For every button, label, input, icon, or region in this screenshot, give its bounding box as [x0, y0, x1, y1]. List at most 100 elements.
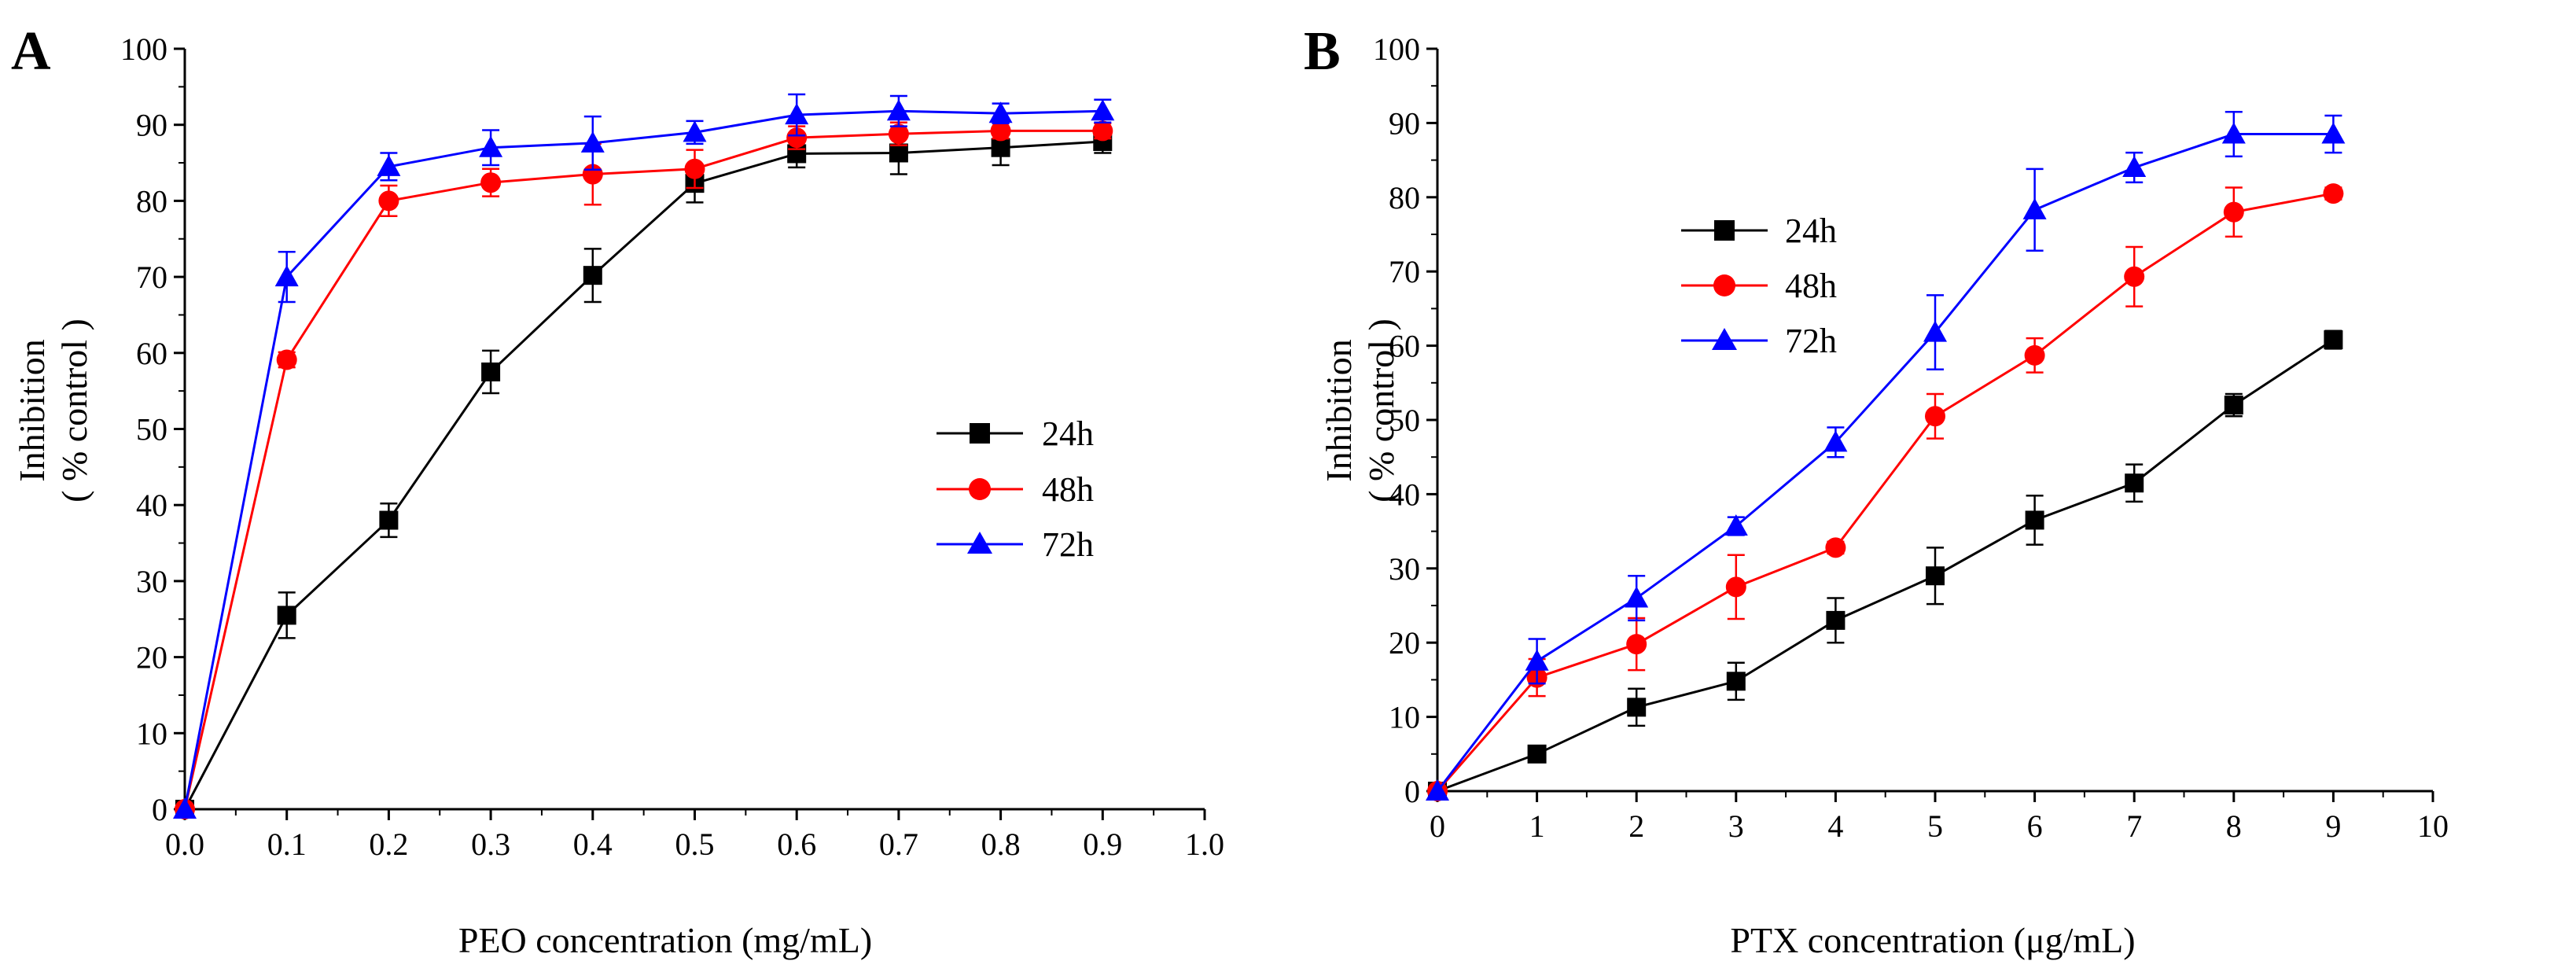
panel-b-series-24h-line — [1437, 338, 2335, 793]
panel-a-y-tick-label: 100 — [120, 31, 167, 67]
panel-b-x-axis-title: PTX concentration (μg/mL) — [1730, 920, 2135, 960]
panel-a-series-24h-point — [583, 266, 602, 285]
panel-b-series-48h-point — [1626, 634, 1647, 655]
legend-b-24h-label: 24h — [1785, 212, 1837, 250]
legend-b-24h-marker — [1714, 220, 1735, 241]
panel-a-series-72h-point — [988, 101, 1013, 123]
panel-a-x-tick-label: 0.8 — [981, 827, 1021, 862]
panel-a-y-tick-label: 60 — [136, 336, 167, 371]
panel-a-series-72h-point — [580, 131, 605, 153]
panel-b-y-tick-label: 30 — [1389, 551, 1420, 587]
legend-a-48h-label: 48h — [1042, 470, 1094, 509]
panel-b-series-72h-point — [1625, 586, 1649, 608]
panel-a-series-72h-point — [377, 154, 401, 176]
panel-a-x-tick-label: 0.7 — [879, 827, 918, 862]
panel-b-series-48h-line — [1436, 192, 2334, 792]
panel-a-y-tick-label: 0 — [152, 792, 167, 827]
panel-a-series-48h-point — [378, 190, 399, 212]
panel-a-series-48h-point — [480, 172, 502, 193]
panel-b-y-tick-label: 40 — [1389, 477, 1420, 512]
panel-b-series-24h-point — [1527, 744, 1547, 764]
panel-a-y-tick-label: 30 — [136, 564, 167, 599]
panel-b-series-72h-point — [1823, 430, 1848, 452]
panel-a-series-24h-point — [277, 606, 296, 625]
panel-b-series-48h-point — [2124, 266, 2145, 287]
panel-a-x-tick-label: 0.0 — [165, 827, 204, 862]
legend-a-72h-marker — [967, 532, 992, 554]
panel-b-y-axis-title: Inhibition — [1319, 339, 1359, 481]
panel-a-x-tick-label: 0.3 — [471, 827, 510, 862]
panel-b-x-tick-label: 4 — [1827, 808, 1843, 844]
panel-b-x-tick-label: 5 — [1927, 808, 1943, 844]
panel-a-x-tick-label: 0.9 — [1083, 827, 1122, 862]
panel-b-series-24h-point — [2224, 396, 2243, 415]
panel-a-y-tick-label: 80 — [136, 183, 167, 219]
panel-b-y-tick-label: 80 — [1389, 180, 1420, 215]
panel-b-series-72h-point — [1426, 779, 1449, 801]
panel-b-x-tick-label: 1 — [1529, 808, 1545, 844]
panel-b-series-72h-line — [1436, 133, 2334, 792]
panel-b-x-tick-label: 9 — [2325, 808, 2341, 844]
panel-a: A 0.0 0.1 0.2 0.3 0.4 0.5 0.6 0.7 0.8 0.9 1.0 0 10 20… — [11, 21, 1224, 960]
panel-b-series-72h-point — [1525, 649, 1549, 671]
panel-a-y-tick-label: 70 — [136, 260, 167, 295]
panel-b-series-48h-point — [2223, 201, 2244, 223]
panel-a-legend: 24h 48h 72h — [937, 414, 1094, 564]
panel-b-series-48h-point — [1725, 576, 1746, 598]
legend-b-48h-label: 48h — [1785, 267, 1837, 305]
panel-a-series-48h-point — [888, 123, 909, 145]
panel-a-series-48h-point — [786, 127, 808, 149]
panel-a-series-24h-point — [889, 143, 908, 163]
panel-b-series-24h-point — [1826, 610, 1846, 630]
panel-a-series-24h-point — [379, 510, 399, 530]
panel-a-x-tick-label: 0.6 — [777, 827, 816, 862]
legend-a-48h-marker — [969, 478, 991, 500]
panel-a-x-tick-label: 0.2 — [369, 827, 408, 862]
panel-b-series-48h-point — [2024, 344, 2045, 366]
panel-a-label: A — [11, 21, 51, 82]
panel-a-series-72h-point — [274, 265, 299, 287]
panel-b-x-tick-label: 0 — [1430, 808, 1445, 844]
legend-b-72h-label: 72h — [1785, 322, 1837, 360]
panel-a-series-72h-point — [886, 99, 911, 121]
panel-b-legend: 24h 48h 72h — [1681, 212, 1837, 360]
panel-a-series-48h-point — [276, 349, 297, 370]
panel-a-x-tick-label: 0.1 — [267, 827, 307, 862]
panel-a-series-72h-point — [683, 120, 707, 142]
panel-b-x-tick-label: 8 — [2226, 808, 2242, 844]
panel-b-y-tick-label: 10 — [1389, 700, 1420, 735]
panel-b-series-24h-point — [1627, 698, 1647, 717]
legend-b-48h-marker — [1713, 274, 1735, 296]
panel-a-series-24h-point — [991, 138, 1010, 157]
panel-b-y-axis-subtitle: ( % control ) — [1361, 318, 1401, 503]
panel-b-series-48h-point — [2323, 183, 2344, 204]
panel-a-series-48h-point — [684, 158, 705, 179]
panel-a-y-tick-label: 40 — [136, 488, 167, 523]
panel-b-label: B — [1304, 21, 1341, 82]
panel-a-series-72h-point — [1091, 99, 1115, 121]
panel-b-series-72h-point — [1724, 514, 1748, 536]
legend-a-24h-label: 24h — [1042, 414, 1094, 453]
panel-b-series-24h-point — [1926, 566, 1945, 586]
panel-b-series-72h-point — [1923, 320, 1947, 342]
panel-b-series-72h-point — [2122, 156, 2147, 178]
legend-a-24h-marker — [970, 423, 990, 444]
panel-a-series-72h-point — [785, 103, 809, 125]
panel-b-y-tick-label: 100 — [1373, 31, 1420, 67]
panel-b-y-tick-label: 20 — [1389, 625, 1420, 661]
panel-b-y-tick-label: 70 — [1389, 254, 1420, 289]
panel-b-series-24h-point — [1726, 672, 1746, 691]
panel-a-series-24h-point — [481, 362, 501, 381]
panel-a-series-48h-line — [183, 129, 1103, 810]
panel-a-y-axis-subtitle: ( % control ) — [54, 318, 94, 503]
panel-b-x-tick-label: 7 — [2126, 808, 2142, 844]
panel-b-x-tick-label: 6 — [2027, 808, 2043, 844]
panel-a-y-tick-label: 50 — [136, 412, 167, 447]
panel-a-x-tick-label: 1.0 — [1185, 827, 1224, 862]
panel-b-series-72h-point — [2022, 197, 2047, 219]
panel-a-y-axis-title: Inhibition — [12, 339, 52, 481]
legend-a-72h-label: 72h — [1042, 525, 1094, 564]
panel-b-y-tick-label: 0 — [1404, 774, 1420, 809]
